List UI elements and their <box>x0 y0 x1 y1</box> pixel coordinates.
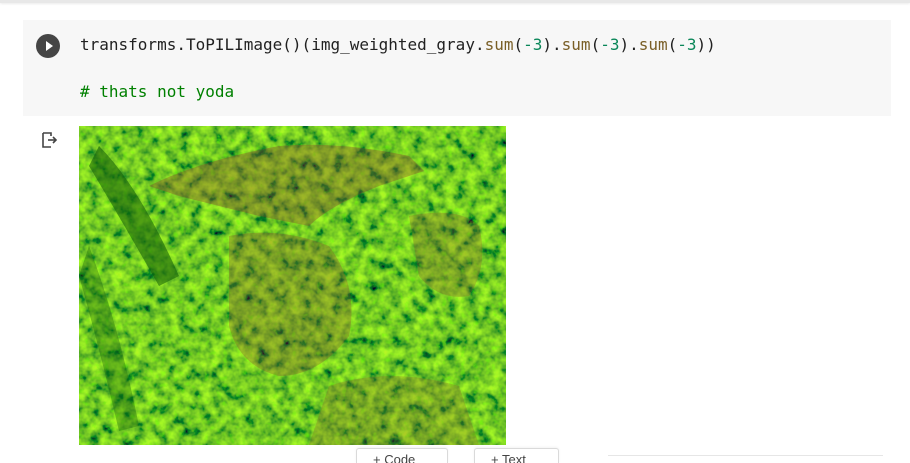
output-image <box>79 126 506 445</box>
code-cell[interactable] <box>23 20 891 116</box>
code-token-plain: )) <box>696 35 716 54</box>
add-text-label: + Text <box>491 452 526 463</box>
code-token-plain: ). <box>619 35 639 54</box>
code-token-plain: ( <box>667 35 678 54</box>
add-text-cell-button[interactable]: + Text <box>474 448 559 463</box>
code-token-plain: transforms.ToPILImage()(img_weighted_gra… <box>80 35 485 54</box>
output-redirect-icon[interactable] <box>40 130 60 150</box>
code-comment-line[interactable]: # thats not yoda <box>80 82 235 101</box>
code-token-plain: ). <box>542 35 562 54</box>
code-token-num: -3 <box>600 35 620 54</box>
code-token-plain: ( <box>590 35 601 54</box>
code-token-plain: ( <box>513 35 524 54</box>
code-token-fn: sum <box>484 35 514 54</box>
code-token-fn: sum <box>561 35 591 54</box>
code-editor-line[interactable]: transforms.ToPILImage()(img_weighted_gra… <box>80 35 716 55</box>
code-token-num: -3 <box>677 35 697 54</box>
code-token-fn: sum <box>638 35 668 54</box>
play-icon <box>46 41 53 51</box>
code-token-num: -3 <box>523 35 543 54</box>
top-divider <box>0 0 910 3</box>
run-cell-button[interactable] <box>36 34 60 58</box>
add-code-cell-button[interactable]: + Code <box>356 448 448 463</box>
add-code-label: + Code <box>373 452 416 463</box>
